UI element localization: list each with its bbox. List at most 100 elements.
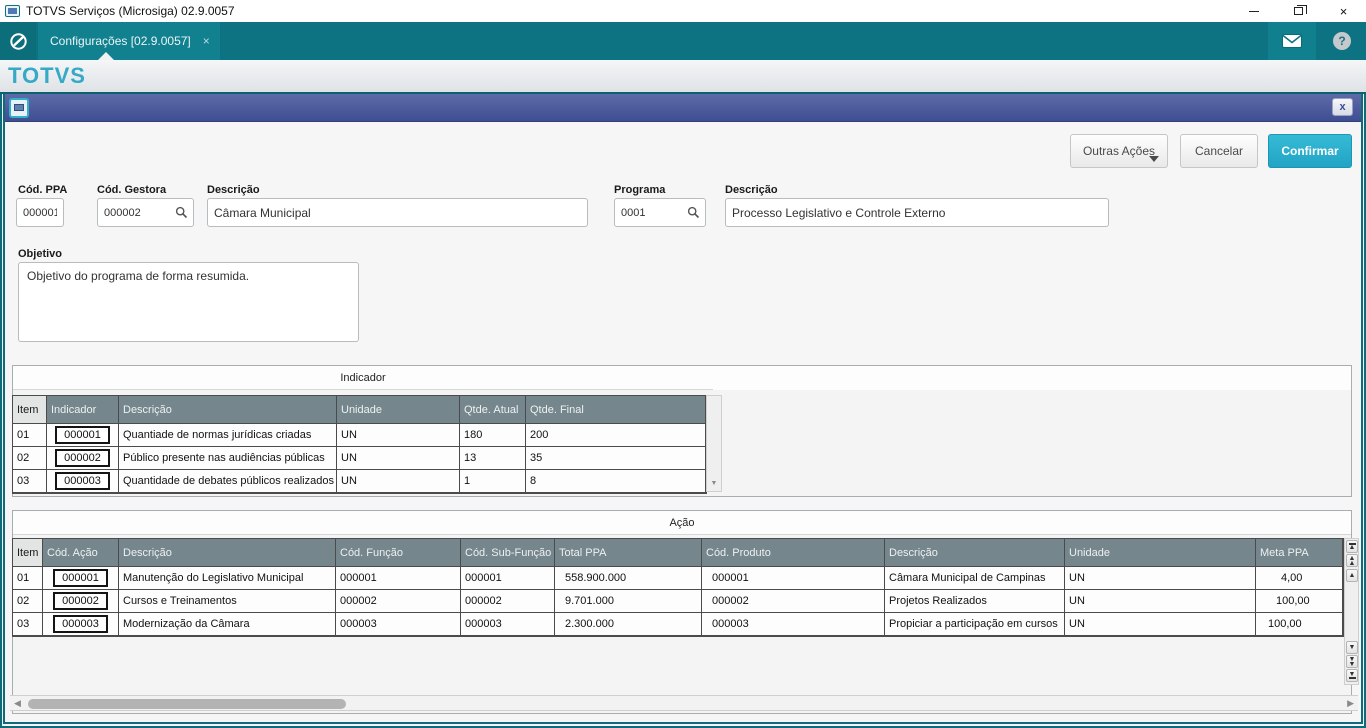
scroll-page-down-button[interactable]: ▼ ▼: [1346, 655, 1358, 668]
objetivo-textarea[interactable]: Objetivo do programa de forma resumida.: [18, 262, 359, 342]
column-header: Unidade: [1065, 539, 1256, 567]
descricao-gestora-input[interactable]: [207, 198, 588, 227]
table-row: 01 000001 Manutenção do Legislativo Muni…: [13, 567, 1343, 590]
scroll-down-button[interactable]: ▼: [710, 480, 718, 487]
grid-cell[interactable]: 000003: [47, 470, 119, 493]
grid-cell[interactable]: 000003: [461, 613, 555, 636]
acao-grid: Item Cód. Ação Descrição Cód. Função Cód…: [12, 538, 1344, 637]
brand-totvs: TOTVS: [8, 63, 86, 88]
grid-cell[interactable]: 13: [460, 447, 526, 470]
grid-cell[interactable]: 000003: [43, 613, 119, 636]
tab-configuracoes[interactable]: Configurações [02.9.0057] ×: [38, 22, 220, 60]
confirmar-button[interactable]: Confirmar: [1268, 134, 1352, 168]
grid-cell[interactable]: Câmara Municipal de Campinas: [885, 567, 1065, 590]
scroll-up-button[interactable]: ▲: [1346, 569, 1358, 582]
cod-gestora-input[interactable]: [97, 198, 194, 227]
search-icon[interactable]: [175, 206, 188, 222]
cancelar-button[interactable]: Cancelar: [1180, 134, 1258, 168]
horizontal-scroll-thumb[interactable]: [28, 699, 346, 709]
grid-cell[interactable]: 35: [526, 447, 706, 470]
grid-cell[interactable]: 000001: [336, 567, 461, 590]
acao-horizontal-scrollbar[interactable]: ◀ ▶: [10, 695, 1358, 711]
confirmar-label: Confirmar: [1281, 144, 1339, 158]
grid-cell[interactable]: 100,00: [1256, 590, 1343, 613]
grid-cell[interactable]: 000003: [702, 613, 885, 636]
column-header: Cód. Função: [336, 539, 461, 567]
outras-acoes-button[interactable]: Outras Ações: [1070, 134, 1168, 168]
grid-cell[interactable]: UN: [1065, 590, 1256, 613]
grid-cell[interactable]: Projetos Realizados: [885, 590, 1065, 613]
row-item-cell: 02: [13, 590, 43, 613]
scroll-to-top-button[interactable]: ▲: [1346, 540, 1358, 553]
grid-cell[interactable]: 000002: [336, 590, 461, 613]
grid-cell[interactable]: 000002: [702, 590, 885, 613]
grid-cell[interactable]: 000002: [43, 590, 119, 613]
grid-cell[interactable]: Manutenção do Legislativo Municipal: [119, 567, 336, 590]
help-button[interactable]: ?: [1318, 22, 1366, 60]
grid-cell[interactable]: Modernização da Câmara: [119, 613, 336, 636]
indicador-scrollbar[interactable]: ▼: [706, 395, 722, 492]
grid-cell[interactable]: 000001: [461, 567, 555, 590]
grid-cell[interactable]: 180: [460, 424, 526, 447]
scroll-to-bottom-button[interactable]: ▼: [1346, 669, 1358, 682]
close-button[interactable]: ×: [1321, 0, 1366, 22]
table-row: 01 000001 Quantiade de normas jurídicas …: [13, 424, 706, 447]
grid-cell[interactable]: 000001: [702, 567, 885, 590]
grid-cell[interactable]: 9.701.000: [555, 590, 702, 613]
grid-cell[interactable]: 1: [460, 470, 526, 493]
column-header: Cód. Ação: [43, 539, 119, 567]
mail-button[interactable]: [1268, 22, 1316, 60]
grid-cell[interactable]: Propiciar a participação em cursos: [885, 613, 1065, 636]
grid-cell[interactable]: UN: [337, 447, 460, 470]
grid-cell[interactable]: 4,00: [1256, 567, 1343, 590]
tab-bar: Configurações [02.9.0057] × ?: [0, 22, 1366, 60]
programa-input[interactable]: [614, 198, 706, 227]
restore-button[interactable]: [1276, 0, 1321, 22]
dialog-icon: [9, 97, 29, 118]
grid-cell[interactable]: Cursos e Treinamentos: [119, 590, 336, 613]
grid-cell[interactable]: 000003: [336, 613, 461, 636]
acao-vertical-scrollbar[interactable]: ▲ ▲ ▲ ▲ ▼ ▼ ▼ ▼: [1344, 538, 1359, 685]
grid-cell[interactable]: 000002: [47, 447, 119, 470]
search-icon[interactable]: [687, 206, 700, 222]
programa-label: Programa: [614, 184, 666, 196]
tab-close-icon[interactable]: ×: [202, 34, 210, 48]
acao-panel-title: Ação: [13, 511, 1351, 535]
grid-cell[interactable]: Quantidade de debates públicos realizado…: [119, 470, 337, 493]
minimize-button[interactable]: [1231, 0, 1276, 22]
grid-cell[interactable]: UN: [337, 470, 460, 493]
descricao-programa-input[interactable]: [725, 198, 1109, 227]
restore-icon: [1294, 5, 1307, 15]
grid-cell[interactable]: UN: [1065, 567, 1256, 590]
column-header: Qtde. Atual: [460, 396, 526, 424]
indicador-header-row: Item Indicador Descrição Unidade Qtde. A…: [13, 396, 706, 424]
descricao-gestora-label: Descrição: [207, 184, 260, 196]
column-header: Qtde. Final: [526, 396, 706, 424]
grid-cell[interactable]: 000001: [43, 567, 119, 590]
grid-cell[interactable]: Quantiade de normas jurídicas criadas: [119, 424, 337, 447]
grid-cell[interactable]: UN: [337, 424, 460, 447]
scroll-left-icon[interactable]: ◀: [14, 698, 21, 708]
grid-cell[interactable]: 2.300.000: [555, 613, 702, 636]
window-title: TOTVS Serviços (Microsiga) 02.9.0057: [26, 4, 235, 18]
column-header: Total PPA: [555, 539, 702, 567]
column-header: Indicador: [47, 396, 119, 424]
grid-cell[interactable]: 8: [526, 470, 706, 493]
grid-cell[interactable]: 100,00: [1256, 613, 1343, 636]
grid-cell[interactable]: 000002: [461, 590, 555, 613]
totvs-logo-icon[interactable]: [0, 22, 36, 60]
grid-cell[interactable]: 000001: [47, 424, 119, 447]
grid-cell[interactable]: UN: [1065, 613, 1256, 636]
dialog-close-button[interactable]: x: [1332, 98, 1353, 116]
grid-cell[interactable]: 200: [526, 424, 706, 447]
scroll-down-button[interactable]: ▼: [1346, 641, 1358, 654]
outras-acoes-label: Outras Ações: [1082, 144, 1156, 158]
scroll-page-up-button[interactable]: ▲ ▲: [1346, 554, 1358, 567]
indicador-grid: Item Indicador Descrição Unidade Qtde. A…: [12, 395, 707, 494]
cod-ppa-input[interactable]: [16, 198, 64, 227]
descricao-programa-label: Descrição: [725, 184, 778, 196]
grid-cell[interactable]: 558.900.000: [555, 567, 702, 590]
column-header: Item: [13, 396, 47, 424]
scroll-right-icon[interactable]: ▶: [1347, 698, 1354, 708]
grid-cell[interactable]: Público presente nas audiências públicas: [119, 447, 337, 470]
